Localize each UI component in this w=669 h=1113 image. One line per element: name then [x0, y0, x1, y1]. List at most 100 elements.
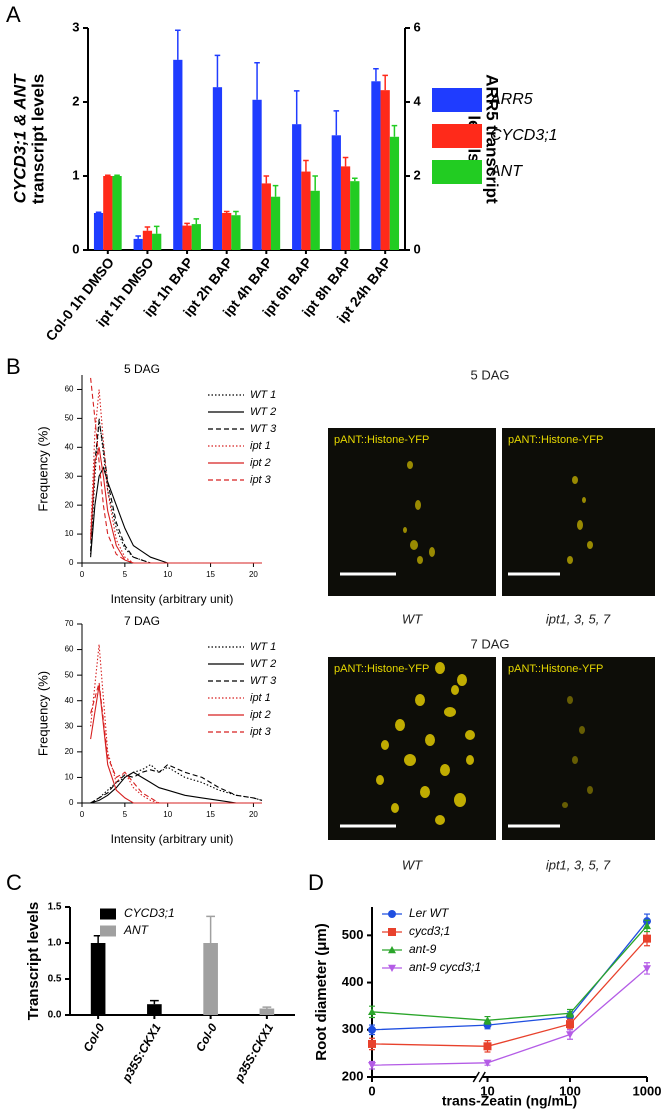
legend-label: CYCD3;1	[490, 127, 558, 144]
bar	[182, 225, 192, 250]
marker	[643, 921, 651, 930]
marker	[368, 1025, 376, 1034]
legend-label: ant-9	[409, 942, 437, 956]
line	[90, 418, 262, 564]
y-tick-label: 1	[72, 167, 79, 182]
legend-label: ipt 3	[250, 474, 272, 486]
x-tick-label: 0	[80, 570, 85, 579]
x-tick-label: p35S:CKX1	[231, 1021, 276, 1085]
y-tick-label: 200	[342, 1068, 364, 1083]
y-tick-label: 50	[65, 670, 74, 679]
line	[90, 682, 262, 804]
legend-label: ant-9 cycd3;1	[409, 960, 481, 974]
x-tick-label: 15	[206, 810, 215, 819]
error-bar	[93, 935, 103, 943]
y-tick-label: 2	[414, 167, 421, 182]
legend-label: ARR5	[489, 91, 533, 108]
axis-break	[472, 1071, 486, 1083]
legend-label: Ler WT	[409, 906, 450, 920]
legend-label: WT 2	[250, 406, 276, 418]
bar	[259, 1008, 275, 1015]
legend-label: WT 3	[250, 423, 277, 435]
error-bar	[144, 226, 151, 231]
panel-letter: D	[308, 870, 324, 895]
x-axis-title: Intensity (arbitrary unit)	[111, 832, 234, 846]
error-bar	[233, 210, 239, 216]
y-tick-label: 40	[65, 442, 74, 451]
axis-title: CYCD3;1 & ANT	[10, 73, 29, 203]
y-tick-label: 10	[65, 529, 74, 538]
line	[90, 763, 263, 804]
x-tick-label: p35S:CKX1	[119, 1021, 164, 1085]
line	[90, 466, 262, 564]
bar	[222, 213, 232, 250]
bar	[147, 1004, 162, 1015]
micrographs: 5 DAG pANT::Histone-YFP pANT::Histone-YF…	[328, 367, 655, 872]
y-tick-label: 30	[65, 471, 74, 480]
y-tick-label: 0	[72, 241, 79, 256]
error-bar	[149, 999, 159, 1005]
error-bar	[272, 184, 279, 197]
y-tick-label: 20	[65, 747, 74, 756]
bar	[173, 59, 183, 250]
line	[90, 389, 262, 564]
bar	[340, 166, 351, 250]
y-tick-label: 400	[342, 974, 364, 989]
bar	[350, 181, 360, 250]
y-tick-label: 70	[65, 619, 74, 628]
bar	[90, 943, 106, 1015]
image-caption: ipt1, 3, 5, 7	[546, 611, 611, 626]
bar	[301, 171, 311, 250]
chart-title: 5 DAG	[124, 362, 160, 376]
x-tick-label: 0	[368, 1083, 375, 1098]
error-bar	[223, 210, 230, 213]
error-bar	[105, 174, 111, 177]
legend-label: ipt 1	[250, 440, 271, 452]
error-bar	[153, 225, 160, 234]
x-tick-label: 20	[249, 570, 258, 579]
bar	[371, 81, 381, 250]
legend-label: cycd3;1	[409, 924, 450, 938]
marker	[483, 1016, 492, 1024]
error-bar	[254, 62, 260, 100]
error-bar	[333, 110, 340, 136]
line	[90, 644, 262, 804]
marker	[643, 965, 651, 973]
axis-title: transcript levels	[28, 74, 47, 204]
marker	[368, 1061, 376, 1070]
axis-title: ARR5 transcript	[483, 74, 502, 204]
image-label: pANT::Histone-YFP	[334, 663, 429, 675]
bar	[142, 230, 153, 250]
y-tick-label: 60	[65, 645, 74, 654]
error-bar	[135, 235, 141, 239]
micrograph	[328, 657, 496, 840]
bar	[261, 183, 271, 250]
x-tick-label: Col-0	[80, 1021, 107, 1054]
legend-label: WT 1	[250, 389, 276, 401]
bar	[212, 87, 223, 250]
y-tick-label: 0.0	[48, 1010, 62, 1021]
y-tick-label: 1.0	[48, 938, 62, 949]
marker	[368, 1007, 376, 1016]
legend-label: ipt 2	[250, 457, 271, 469]
x-tick-label: 10	[163, 810, 172, 819]
x-axis-title: Intensity (arbitrary unit)	[111, 592, 234, 606]
error-bar	[214, 54, 221, 88]
x-axis-title: trans-Zeatin (ng/mL)	[442, 1093, 577, 1109]
bar	[152, 233, 162, 250]
legend-marker	[388, 910, 396, 918]
marker	[643, 934, 651, 943]
y-tick-label: 0.5	[48, 974, 62, 985]
nuclei	[403, 461, 593, 564]
x-tick-label: 20	[249, 810, 258, 819]
legend-label: ANT	[123, 923, 150, 937]
error-bar	[184, 222, 190, 226]
y-axis-title: Frequency (%)	[35, 671, 50, 756]
error-bar	[391, 124, 398, 137]
nuclei	[562, 696, 593, 808]
marker	[566, 1020, 574, 1029]
chart-title: 7 DAG	[124, 614, 160, 628]
bar	[231, 215, 241, 250]
